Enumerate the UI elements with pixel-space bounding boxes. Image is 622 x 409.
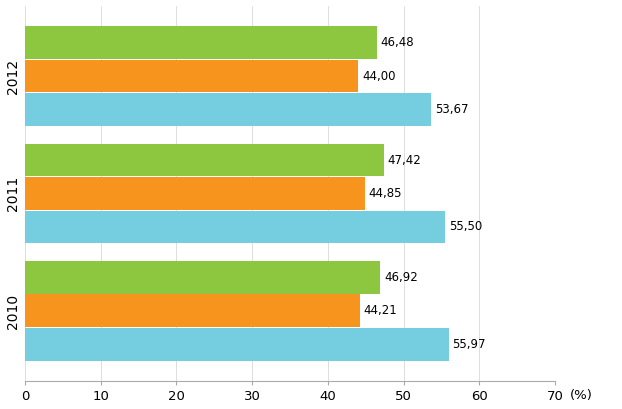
Text: (%): (%) xyxy=(570,389,593,402)
Bar xyxy=(25,26,377,59)
Bar xyxy=(25,294,360,327)
Bar xyxy=(25,328,448,361)
Bar xyxy=(25,93,431,126)
Bar xyxy=(25,144,384,176)
Text: 46,92: 46,92 xyxy=(384,271,418,284)
Text: 44,21: 44,21 xyxy=(363,304,397,317)
Text: 55,97: 55,97 xyxy=(453,338,486,351)
Text: 46,48: 46,48 xyxy=(381,36,414,49)
Bar xyxy=(25,177,364,210)
Bar xyxy=(25,261,380,294)
Text: 47,42: 47,42 xyxy=(388,153,422,166)
Bar xyxy=(25,60,358,92)
Text: 53,67: 53,67 xyxy=(435,103,468,116)
Bar xyxy=(25,211,445,243)
Text: 44,85: 44,85 xyxy=(368,187,402,200)
Text: 44,00: 44,00 xyxy=(362,70,396,83)
Text: 55,50: 55,50 xyxy=(449,220,482,234)
